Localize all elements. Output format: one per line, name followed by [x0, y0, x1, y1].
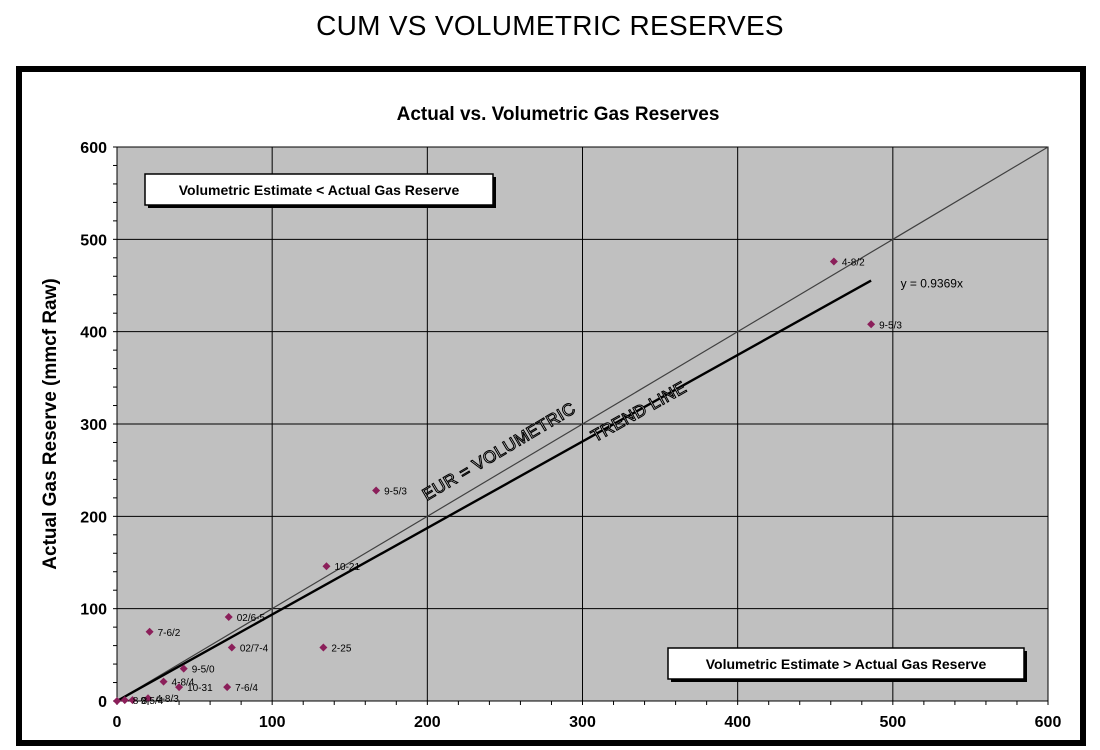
data-point	[120, 696, 129, 705]
data-point-label: 4-8/3	[156, 694, 179, 705]
chart-frame: Actual vs. Volumetric Gas Reserves EUR =…	[16, 66, 1086, 746]
y-axis-label: Actual Gas Reserve (mmcf Raw)	[40, 278, 61, 569]
x-tick-label: 500	[879, 714, 906, 731]
data-point	[372, 486, 381, 495]
data-point	[227, 643, 236, 652]
reference-line	[116, 146, 1049, 702]
data-point-label: 2-25	[331, 643, 351, 654]
annotation-lower-box: Volumetric Estimate > Actual Gas Reserve	[667, 647, 1027, 682]
data-point-label: 7-6/4	[235, 683, 258, 694]
data-point-label: 10-21	[334, 562, 360, 573]
data-point-label: 4-8/4	[172, 678, 195, 689]
data-point	[145, 627, 154, 636]
data-point-label: 9-5/3	[384, 486, 407, 497]
data-point-label: 10-31	[187, 683, 213, 694]
data-point	[128, 696, 137, 705]
data-point-label: 7-6/2	[158, 628, 181, 639]
data-point	[159, 677, 168, 686]
y-tick-label: 600	[80, 140, 107, 157]
x-tick-label: 200	[414, 714, 441, 731]
data-point	[113, 697, 121, 705]
y-tick-label: 300	[80, 417, 107, 434]
data-point-label: 9-5/0	[192, 665, 215, 676]
annotation-lower: Volumetric Estimate > Actual Gas Reserve	[706, 656, 987, 672]
data-points: 4-8/2 9-5/3 9-5/3 10-21 02/6-5 7-6/2 02/7-4 2-2…	[113, 257, 902, 707]
annotation-upper: Volumetric Estimate < Actual Gas Reserve	[179, 182, 460, 198]
data-point-label: 02/6-5	[237, 613, 266, 624]
y-tick-label: 0	[98, 694, 107, 711]
data-point	[224, 612, 233, 621]
annotation-upper-box: Volumetric Estimate < Actual Gas Reserve	[144, 173, 496, 208]
x-tick-label: 400	[724, 714, 751, 731]
y-tick-label: 200	[80, 509, 107, 526]
trend-equation: y = 0.9369x	[901, 276, 963, 290]
data-point	[179, 664, 188, 673]
y-tick-label: 500	[80, 232, 107, 249]
data-point	[144, 694, 153, 703]
tick-labels: 0 100 200 300 400 500 600 0 100 200 300 400 500 600	[80, 140, 1061, 731]
data-point-label: 8-8	[133, 696, 148, 707]
data-point-label: 9-5/4	[141, 696, 164, 707]
data-point-label: 9-5/3	[879, 320, 902, 331]
data-point	[223, 683, 232, 692]
x-tick-label: 300	[569, 714, 596, 731]
x-tick-label: 100	[259, 714, 286, 731]
data-point	[322, 562, 331, 571]
chart-title: Actual vs. Volumetric Gas Reserves	[397, 104, 720, 125]
data-point	[319, 643, 328, 652]
data-point	[175, 683, 184, 692]
y-tick-label: 400	[80, 325, 107, 342]
y-tick-label: 100	[80, 602, 107, 619]
data-point	[867, 320, 876, 329]
x-tick-label: 600	[1035, 714, 1062, 731]
x-tick-label: 0	[113, 714, 122, 731]
scatter-chart: Actual vs. Volumetric Gas Reserves EUR =…	[40, 104, 1061, 731]
data-point-label: 02/7-4	[240, 643, 269, 654]
data-point-label: 4-8/2	[842, 257, 865, 268]
trend-line	[116, 279, 872, 703]
data-point	[829, 257, 838, 266]
page-title: CUM VS VOLUMETRIC RESERVES	[316, 10, 784, 41]
